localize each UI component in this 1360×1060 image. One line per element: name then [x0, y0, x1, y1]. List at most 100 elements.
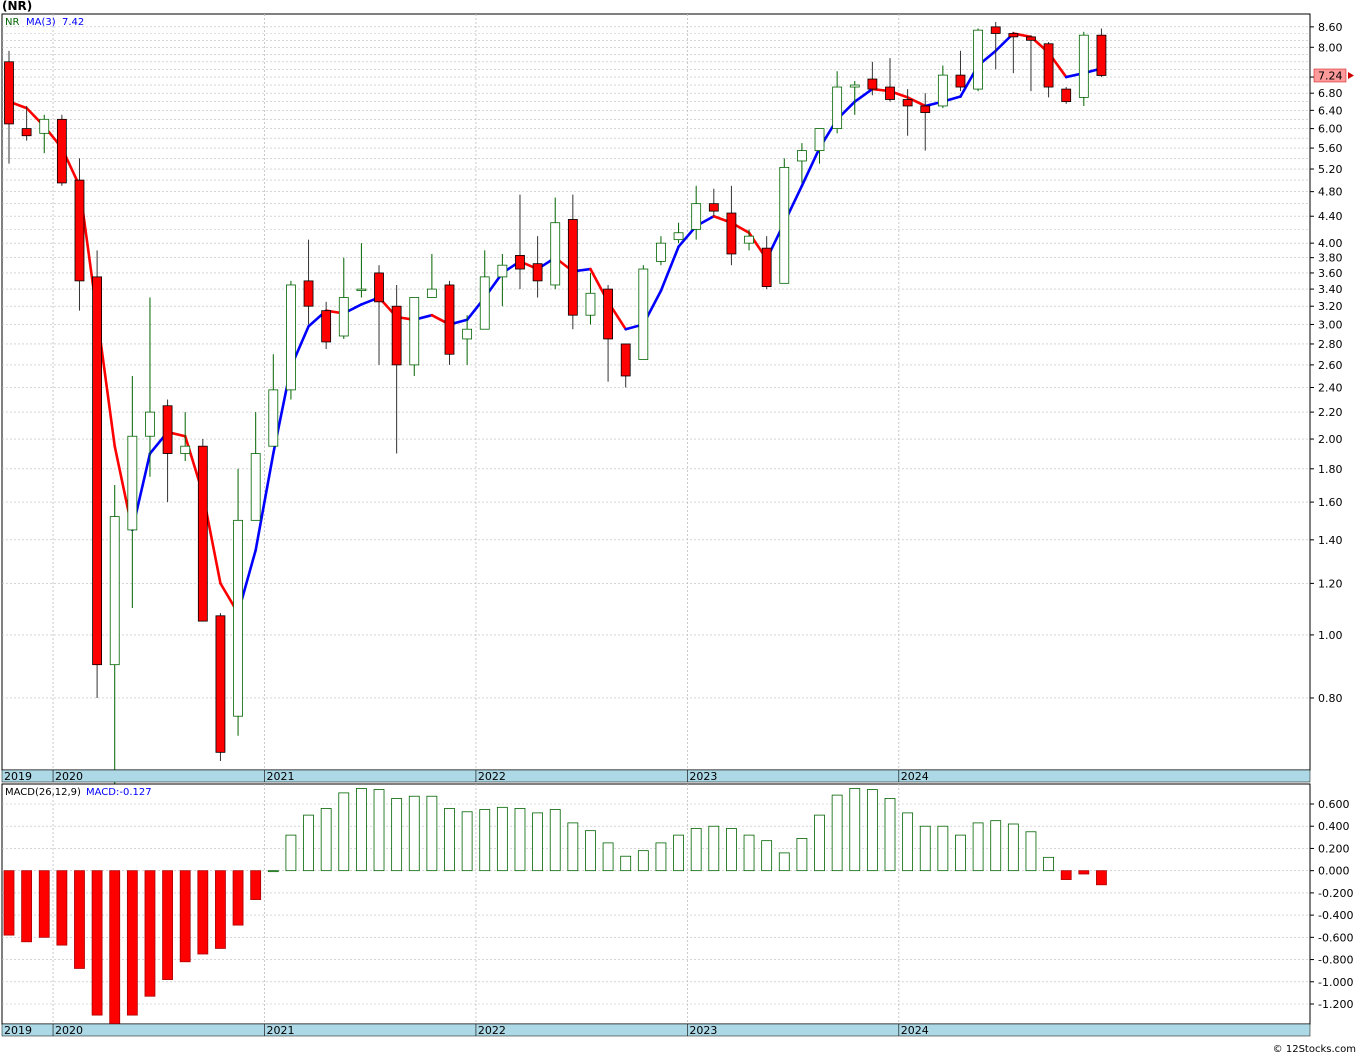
macd-bar-negative [197, 870, 209, 955]
price-tick-label: 8.00 [1318, 41, 1343, 54]
candle [1061, 87, 1072, 104]
candle-body-down [726, 212, 737, 255]
macd-bar-positive [567, 822, 579, 872]
candle-body-up [797, 150, 807, 162]
macd-bar-positive [655, 842, 667, 872]
candle-body-down [867, 78, 878, 90]
macd-bar-positive [708, 825, 720, 872]
candle-body-up [656, 242, 666, 262]
candle [726, 185, 737, 266]
candle-body-up [409, 297, 420, 366]
year-label: 2022 [478, 770, 506, 783]
candle-body-down [1026, 36, 1036, 41]
candle [990, 21, 1001, 70]
macd-bar-negative [109, 870, 121, 1025]
macd-bar-positive [673, 834, 684, 872]
price-tick-label: 6.80 [1318, 87, 1343, 100]
chart-title: (NR) [2, 0, 32, 13]
year-label: 2019 [4, 770, 32, 783]
price-tick-label: 4.40 [1318, 210, 1343, 223]
candle-body-up [814, 128, 825, 152]
candle [409, 297, 420, 376]
candle-body-up [426, 288, 437, 298]
macd-bar-positive [514, 808, 526, 872]
year-label: 2022 [478, 1024, 506, 1037]
candle-body-up [832, 86, 843, 129]
candle-body-down [708, 203, 719, 212]
legend-ticker: NR [5, 17, 19, 28]
candle-body-up [973, 29, 983, 90]
candle [162, 399, 173, 503]
candle-body-up [779, 166, 790, 284]
price-tick-label: 0.80 [1318, 692, 1343, 705]
macd-bar-positive [796, 838, 808, 872]
macd-bars [3, 788, 1107, 1025]
macd-bar-positive [866, 789, 878, 872]
candle-body-up [497, 264, 508, 278]
year-label: 2021 [266, 770, 294, 783]
price-tick-label: 1.00 [1318, 629, 1343, 642]
price-tick-label: 6.00 [1318, 123, 1343, 136]
year-label: 2024 [901, 770, 929, 783]
macd-bar-negative [74, 870, 85, 969]
macd-bar-positive [532, 812, 543, 872]
year-label: 2020 [55, 1024, 83, 1037]
candle [1008, 31, 1019, 74]
candle-body-up [286, 284, 296, 391]
macd-bar-positive [637, 850, 649, 872]
candle [779, 158, 790, 284]
macd-bar-positive [320, 808, 332, 872]
candle-body-up [638, 268, 649, 360]
candle [955, 50, 966, 92]
price-tick-label: 3.80 [1318, 252, 1343, 265]
candle [973, 28, 983, 92]
macd-bar-positive [355, 788, 367, 872]
price-tick-label: 3.20 [1318, 300, 1343, 313]
candle-body-down [1008, 33, 1019, 38]
macd-bar-positive [972, 822, 984, 872]
candle-body-up [268, 389, 279, 447]
price-tick-label: 6.40 [1318, 104, 1343, 117]
macd-bar-positive [990, 820, 1002, 872]
candle-body-down [902, 99, 913, 107]
price-tick-label: 4.80 [1318, 186, 1343, 199]
year-label: 2023 [689, 1024, 717, 1037]
macd-bar-negative [56, 870, 68, 946]
candle [180, 412, 191, 462]
price-tick-label: 5.20 [1318, 163, 1343, 176]
year-labels-price: 2019 2020 2021 2022 2023 2024 [4, 770, 929, 783]
candle-body-down [920, 105, 931, 113]
macd-bar-positive [849, 788, 861, 872]
candle [92, 250, 102, 698]
candle-body-down [444, 284, 455, 355]
candle [338, 257, 349, 339]
candle [867, 61, 878, 96]
price-tick-label: 2.80 [1318, 338, 1343, 351]
candle [56, 114, 67, 186]
macd-bar-positive [1007, 823, 1019, 872]
candle-body-up [1078, 34, 1089, 98]
macd-tick-label: 0.000 [1318, 865, 1350, 878]
candle-body-down [56, 118, 67, 184]
macd-y-axis: 0.600 0.400 0.200 0.000 -0.200 -0.400 -0.600 -0… [1310, 798, 1353, 1011]
candle [708, 188, 719, 217]
candle [797, 143, 807, 183]
macd-bar-negative [126, 870, 138, 1016]
macd-bar-positive [444, 808, 455, 872]
price-tick-label: 2.20 [1318, 406, 1343, 419]
macd-bar-positive [373, 789, 385, 872]
macd-tick-label: -0.400 [1318, 909, 1353, 922]
price-tick-label: 1.40 [1318, 534, 1343, 547]
price-tick-label: 2.40 [1318, 382, 1343, 395]
candle-body-up [550, 222, 561, 286]
candle [585, 272, 596, 325]
macd-bar-positive [285, 834, 297, 872]
macd-bar-positive [955, 834, 966, 872]
price-tick-label: 1.60 [1318, 496, 1343, 509]
candle-body-down [1061, 88, 1072, 103]
macd-bar-negative [215, 870, 226, 949]
ma-segment [659, 245, 680, 293]
candle-body-down [374, 272, 384, 303]
candle [638, 265, 649, 360]
last-price-label: 7.24 [1318, 69, 1343, 82]
